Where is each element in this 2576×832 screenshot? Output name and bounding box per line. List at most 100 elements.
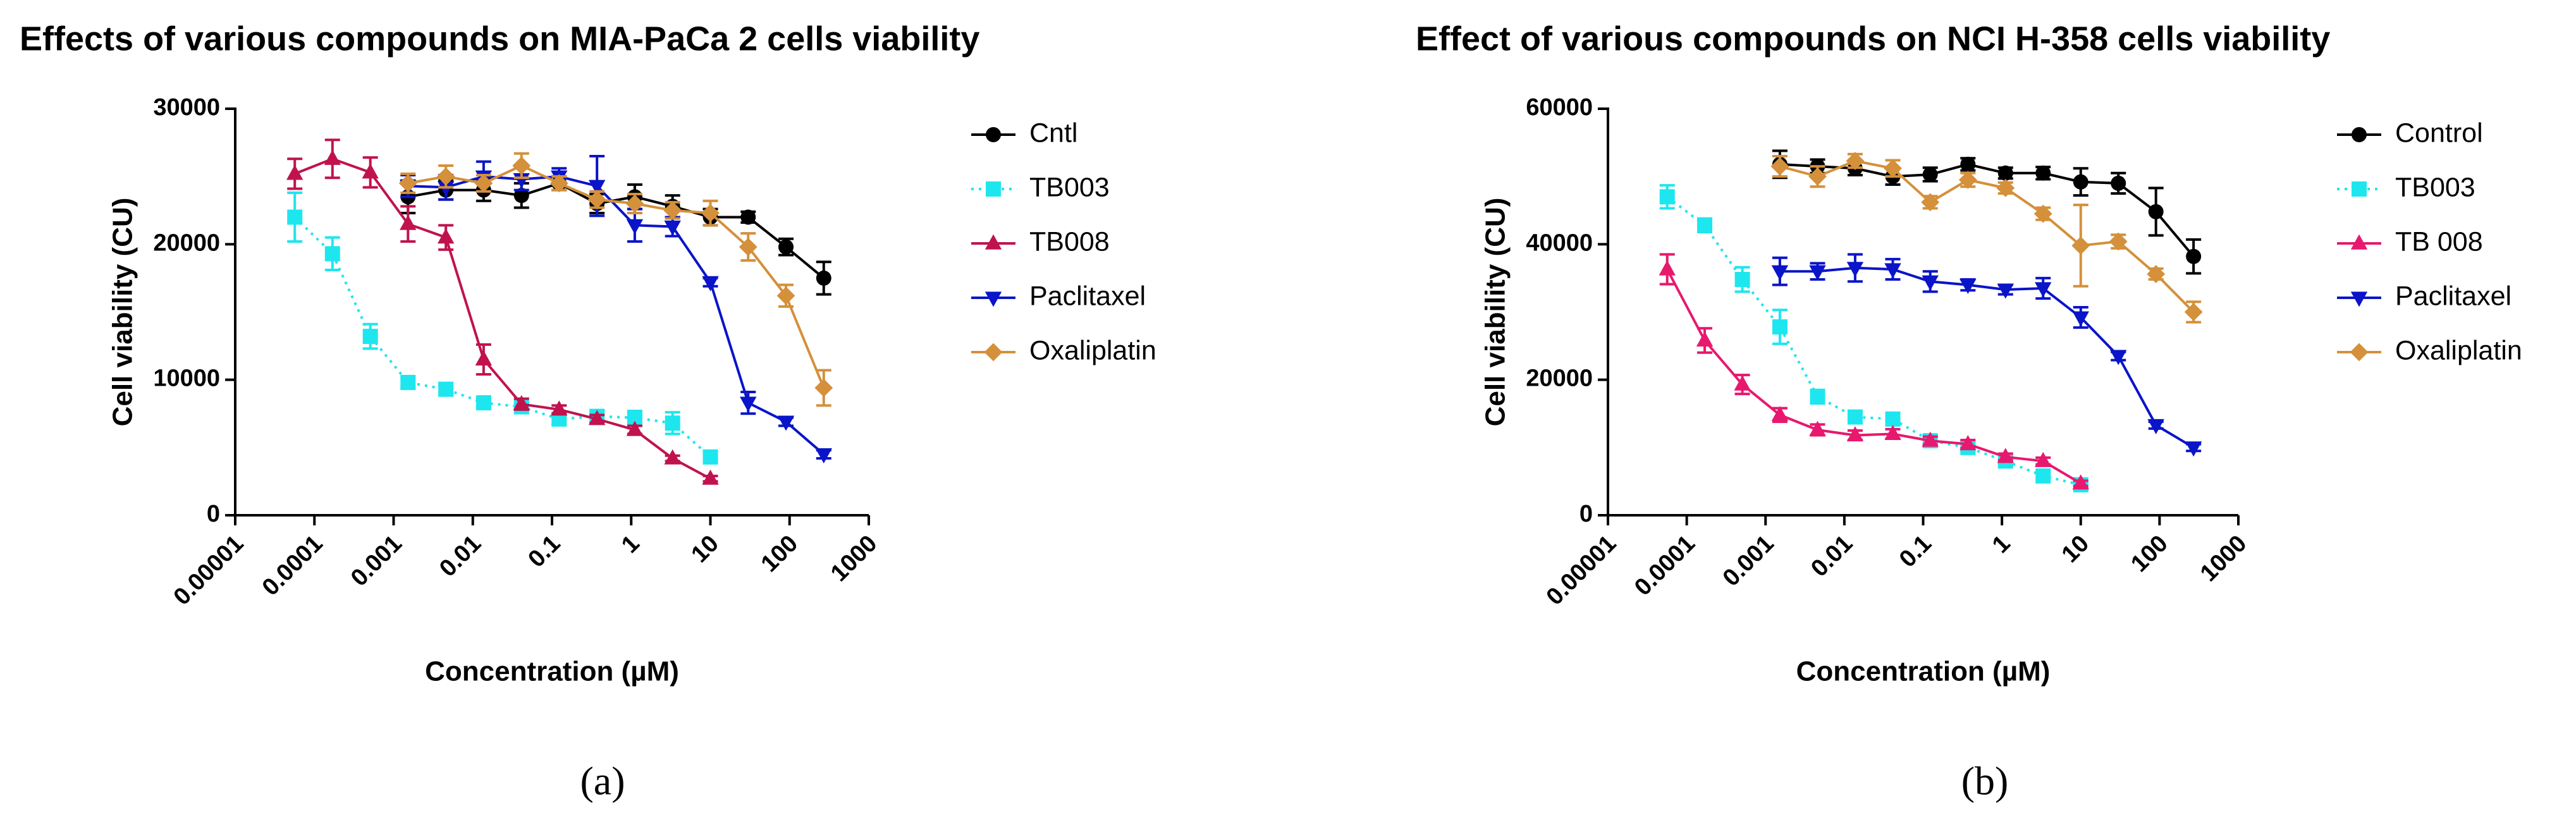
y-tick-label: 20000 — [153, 229, 220, 256]
marker — [702, 276, 719, 291]
marker — [587, 190, 606, 209]
marker — [437, 228, 455, 244]
marker — [2073, 174, 2088, 190]
marker — [1697, 217, 1713, 233]
series-line — [1779, 162, 2195, 257]
marker — [2035, 451, 2052, 467]
marker — [398, 174, 417, 193]
legend-label: Paclitaxel — [1029, 281, 1146, 311]
chart-title: Effect of various compounds on NCI H-358… — [1416, 20, 2330, 58]
legend-label: TB003 — [2395, 172, 2475, 202]
marker — [1846, 152, 1865, 170]
series-line — [1779, 266, 2195, 449]
marker — [1884, 159, 1902, 178]
marker — [626, 420, 644, 436]
legend-label: TB 008 — [2395, 226, 2483, 257]
legend-marker — [986, 127, 1001, 142]
marker — [475, 350, 493, 366]
marker — [1997, 165, 2013, 181]
marker — [2072, 474, 2089, 490]
marker — [2111, 175, 2126, 191]
x-tick-label: 0.1 — [523, 530, 565, 573]
y-tick-label: 20000 — [1526, 365, 1593, 392]
marker — [816, 270, 831, 286]
legend-marker — [2350, 343, 2369, 362]
marker — [588, 410, 606, 425]
marker — [1772, 319, 1788, 335]
chart: Effects of various compounds on MIA-PaCa… — [20, 20, 1156, 803]
marker — [1771, 265, 1789, 281]
marker — [2148, 204, 2164, 219]
legend-marker — [2352, 181, 2367, 197]
legend-marker — [2350, 234, 2368, 250]
marker — [778, 239, 794, 255]
x-tick-label: 0.00001 — [169, 530, 249, 611]
x-tick-label: 0.00001 — [1542, 530, 1622, 611]
marker — [1921, 193, 1940, 212]
legend-marker — [2350, 291, 2368, 307]
marker — [551, 400, 568, 416]
marker — [400, 374, 416, 390]
marker — [702, 469, 719, 485]
x-tick-label: 0.01 — [1806, 530, 1858, 582]
panel-label: (a) — [580, 759, 625, 804]
series-line — [408, 175, 825, 456]
marker — [2147, 265, 2166, 283]
x-tick-label: 1000 — [826, 530, 882, 587]
marker — [777, 415, 795, 431]
marker — [438, 381, 454, 397]
marker — [665, 415, 680, 431]
marker — [702, 449, 718, 465]
marker — [362, 163, 379, 179]
marker — [740, 396, 757, 412]
marker — [664, 449, 681, 465]
marker — [2035, 468, 2051, 484]
series-line — [1779, 159, 2195, 313]
marker — [1922, 431, 1939, 447]
marker — [2110, 350, 2127, 365]
x-tick-label: 10 — [686, 530, 724, 568]
marker — [1810, 389, 1825, 405]
marker — [1809, 265, 1826, 281]
marker — [437, 181, 455, 197]
marker — [1997, 448, 2014, 463]
marker — [513, 188, 529, 204]
series-line — [1666, 195, 2082, 486]
panel-label: (b) — [1961, 759, 2009, 804]
marker — [663, 201, 682, 220]
legend-marker — [984, 234, 1002, 250]
marker — [324, 149, 341, 165]
y-tick-label: 10000 — [153, 365, 220, 392]
marker — [1770, 157, 1789, 176]
legend-label: Control — [2395, 118, 2483, 148]
marker — [664, 220, 681, 236]
marker — [740, 209, 756, 225]
marker — [1659, 189, 1675, 205]
x-axis-label: Concentration (µM) — [1796, 656, 2051, 687]
marker — [2184, 303, 2203, 321]
marker — [1809, 420, 1826, 436]
legend-marker — [2352, 127, 2367, 142]
series-line — [293, 216, 711, 458]
x-tick-label: 0.001 — [346, 530, 407, 592]
marker — [400, 214, 417, 230]
marker — [815, 448, 832, 463]
marker — [324, 246, 340, 262]
marker — [2071, 236, 2090, 255]
x-tick-label: 0.1 — [1894, 530, 1937, 573]
marker — [2109, 232, 2128, 251]
x-tick-label: 0.001 — [1718, 530, 1779, 592]
marker — [1808, 167, 1827, 186]
marker — [287, 209, 303, 225]
marker — [814, 379, 833, 397]
marker — [2147, 419, 2164, 434]
legend-label: Oxaliplatin — [2395, 335, 2522, 365]
chart: Effect of various compounds on NCI H-358… — [1416, 20, 2522, 803]
y-tick-label: 40000 — [1526, 229, 1593, 256]
marker — [1771, 405, 1789, 421]
legend-label: TB003 — [1029, 172, 1110, 202]
marker — [2035, 282, 2052, 298]
marker — [549, 174, 568, 193]
legend-marker — [984, 291, 1002, 307]
